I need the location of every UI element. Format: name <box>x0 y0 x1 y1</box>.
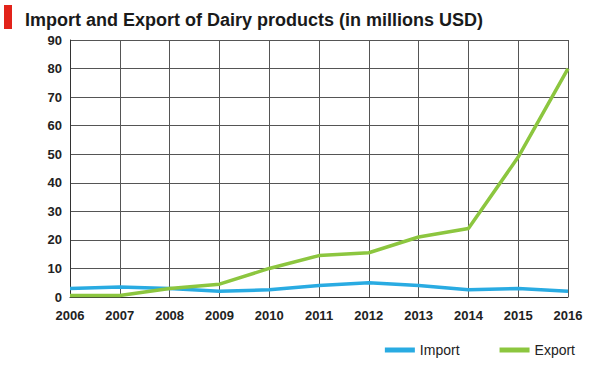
svg-text:2006: 2006 <box>56 308 85 323</box>
svg-text:Export: Export <box>535 342 576 358</box>
svg-text:90: 90 <box>48 33 62 48</box>
svg-text:60: 60 <box>48 118 62 133</box>
svg-text:20: 20 <box>48 232 62 247</box>
svg-text:2009: 2009 <box>205 308 234 323</box>
svg-text:10: 10 <box>48 261 62 276</box>
svg-text:2014: 2014 <box>454 308 484 323</box>
svg-text:40: 40 <box>48 175 62 190</box>
svg-text:2012: 2012 <box>354 308 383 323</box>
svg-text:2008: 2008 <box>155 308 184 323</box>
svg-text:2013: 2013 <box>404 308 433 323</box>
svg-text:30: 30 <box>48 204 62 219</box>
svg-text:80: 80 <box>48 61 62 76</box>
svg-text:70: 70 <box>48 90 62 105</box>
svg-text:Import and Export of Dairy pro: Import and Export of Dairy products (in … <box>25 10 483 30</box>
svg-text:0: 0 <box>55 290 62 305</box>
svg-text:50: 50 <box>48 147 62 162</box>
svg-text:2010: 2010 <box>255 308 284 323</box>
svg-text:2007: 2007 <box>105 308 134 323</box>
svg-text:Import: Import <box>420 342 460 358</box>
svg-text:2016: 2016 <box>554 308 583 323</box>
svg-text:2015: 2015 <box>504 308 533 323</box>
svg-text:2011: 2011 <box>305 308 333 323</box>
